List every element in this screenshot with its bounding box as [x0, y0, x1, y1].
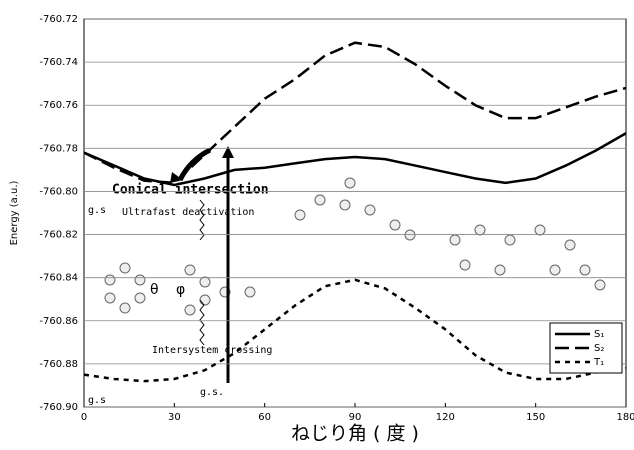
x-tick-label: 60: [258, 412, 271, 423]
y-tick-label: -760.72: [39, 14, 78, 25]
x-tick-label: 90: [349, 412, 362, 423]
chart: Energy (a.u.) ねじり角 ( 度 ) Conical interse…: [0, 0, 634, 446]
series-line: [84, 280, 626, 381]
x-tick-label: 30: [168, 412, 181, 423]
y-tick-label: -760.80: [39, 186, 78, 197]
y-tick-label: -760.86: [39, 316, 78, 327]
wavy-line: [200, 200, 204, 345]
y-tick-label: -760.90: [39, 402, 78, 413]
legend-label: T₁: [593, 357, 604, 368]
x-tick-label: 0: [81, 412, 87, 423]
x-tick-label: 180: [616, 412, 634, 423]
series-line: [84, 133, 626, 185]
annotation: θ: [150, 282, 159, 298]
annotation: g.s: [88, 395, 106, 406]
y-tick-label: -760.82: [39, 230, 78, 241]
annotation: φ: [176, 282, 185, 298]
x-tick-label: 150: [526, 412, 545, 423]
legend-label: S₁: [594, 329, 604, 340]
y-tick-label: -760.88: [39, 359, 78, 370]
annotation: Intersystem crossing: [152, 345, 272, 356]
x-axis-label: ねじり角 ( 度 ): [291, 423, 419, 445]
legend-label: S₂: [594, 343, 604, 354]
y-axis-label: Energy (a.u.): [9, 181, 20, 246]
annotation: Conical intersection: [112, 183, 269, 198]
annotation: g.s.: [200, 387, 224, 398]
y-tick-label: -760.76: [39, 100, 78, 111]
annotation: g.s: [88, 205, 106, 216]
y-tick-label: -760.78: [39, 143, 78, 154]
x-tick-label: 120: [436, 412, 455, 423]
arrowhead: [222, 146, 234, 158]
series-line: [84, 43, 626, 183]
y-tick-label: -760.84: [39, 273, 78, 284]
annotation: Ultrafast deactivation: [122, 207, 254, 218]
y-tick-label: -760.74: [39, 57, 78, 68]
